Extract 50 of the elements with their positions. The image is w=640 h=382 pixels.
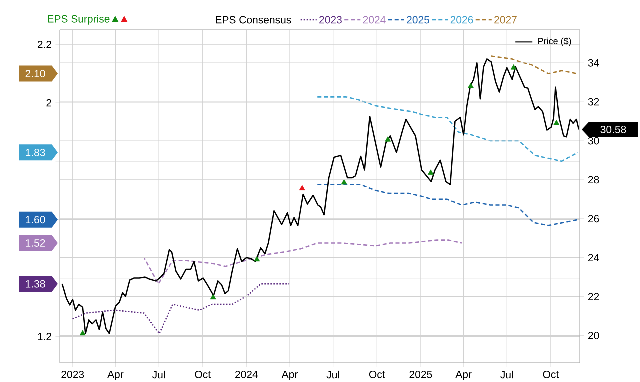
y2-tick-label: 32 — [588, 98, 600, 106]
legend-label: 2025 — [407, 16, 430, 24]
legend-label: 2024 — [363, 16, 386, 24]
point — [554, 120, 560, 126]
text: 1.83 — [26, 148, 46, 156]
point — [299, 185, 306, 190]
legend-label: 2023 — [320, 16, 342, 24]
x-tick-label: Jul — [152, 370, 166, 379]
y2-tick-label: 22 — [588, 293, 600, 300]
x-tick-label: Jul — [500, 370, 514, 379]
x-tick-label: Apr — [282, 370, 298, 380]
x-tick-label: Apr — [108, 370, 124, 380]
point — [468, 83, 474, 88]
y2-tick-label: 30 — [588, 137, 600, 145]
x-tick-label: Oct — [543, 370, 560, 378]
legend-title: EPS Consensus — [216, 16, 292, 24]
y2-tick-label: 34 — [588, 59, 600, 67]
text: 2.10 — [26, 70, 46, 78]
x-tick-label: 2023 — [62, 370, 84, 378]
text: Price ($) — [538, 38, 572, 46]
point — [80, 330, 86, 336]
y-tick-label: 1.2 — [38, 333, 52, 340]
x-tick-label: Jul — [326, 370, 340, 379]
point — [428, 170, 434, 175]
text: 1.38 — [26, 280, 46, 288]
text: EPS Surprise — [48, 15, 110, 25]
point — [210, 294, 216, 300]
legend-label: 2027 — [494, 16, 517, 24]
y-tick-label: 2 — [46, 99, 52, 107]
point — [510, 64, 517, 70]
point — [254, 256, 260, 262]
y2-tick-label: 28 — [588, 176, 600, 184]
y2-tick-label: 24 — [588, 254, 600, 262]
x-tick-label: Oct — [369, 370, 386, 378]
x-tick-label: 2025 — [410, 370, 432, 378]
x-tick-label: Apr — [456, 370, 472, 380]
legend-label: 2026 — [450, 16, 474, 24]
text: 1.60 — [26, 216, 46, 224]
text: 1.52 — [26, 240, 46, 247]
y2-tick-label: 20 — [588, 332, 600, 340]
y2-tick-label: 26 — [588, 215, 600, 223]
y-tick-label: 2.2 — [38, 40, 52, 48]
point — [341, 179, 348, 185]
point — [385, 136, 392, 142]
line-series — [316, 184, 579, 226]
x-tick-label: 2024 — [236, 370, 258, 378]
x-tick-label: Oct — [195, 370, 211, 378]
line-series — [490, 56, 578, 74]
line-series — [316, 96, 579, 162]
text: 30.58 — [600, 126, 626, 134]
